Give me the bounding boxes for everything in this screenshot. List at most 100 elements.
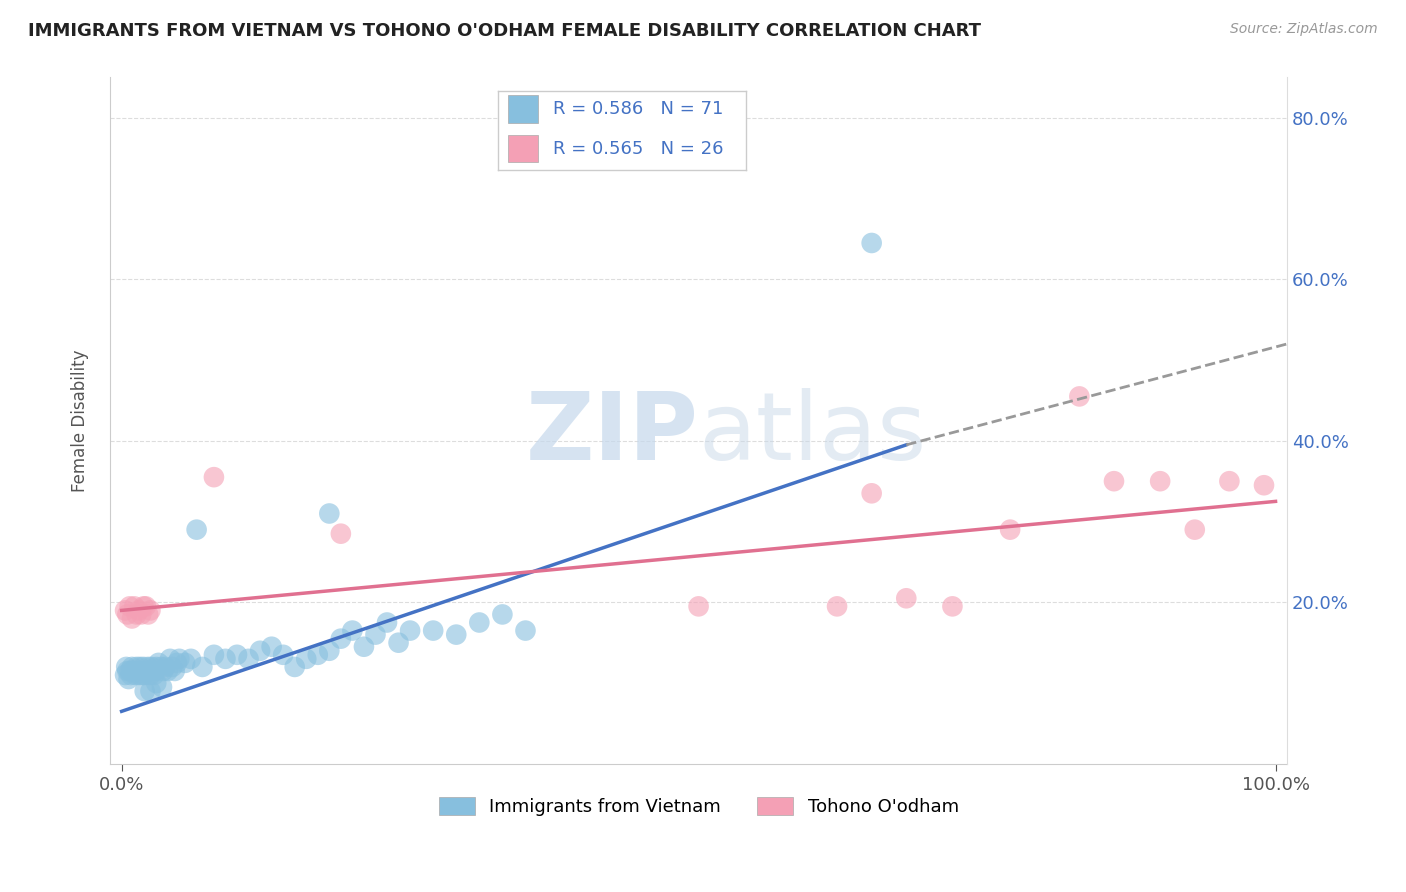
Point (162, 660, 184, 674)
Point (318, 644, 340, 658)
Point (135, 599, 157, 614)
Point (468, 615, 491, 630)
Point (191, 660, 214, 674)
Point (825, 599, 848, 614)
Point (150, 680, 173, 694)
Point (159, 652, 181, 666)
Point (134, 684, 156, 698)
Point (226, 648, 249, 662)
Point (117, 672, 139, 686)
Point (163, 664, 186, 678)
Point (124, 668, 146, 682)
Point (121, 660, 143, 674)
Point (387, 636, 409, 650)
Point (375, 615, 398, 630)
Point (1069, 389, 1091, 403)
Point (998, 523, 1021, 537)
Point (307, 648, 329, 662)
Point (174, 656, 197, 670)
Point (138, 664, 160, 678)
Text: IMMIGRANTS FROM VIETNAM VS TOHONO O'ODHAM FEMALE DISABILITY CORRELATION CHART: IMMIGRANTS FROM VIETNAM VS TOHONO O'ODHA… (28, 22, 981, 40)
Point (139, 684, 162, 698)
Point (115, 660, 138, 674)
Point (688, 599, 710, 614)
Point (143, 664, 166, 678)
Text: ZIP: ZIP (526, 388, 699, 481)
Y-axis label: Female Disability: Female Disability (72, 350, 89, 491)
Point (129, 664, 152, 678)
Point (1218, 474, 1240, 488)
Point (145, 676, 167, 690)
Point (156, 664, 179, 678)
Point (114, 603, 136, 617)
Point (142, 664, 165, 678)
Point (135, 664, 157, 678)
Point (295, 652, 318, 666)
Point (249, 644, 271, 658)
Point (238, 652, 260, 666)
Point (364, 627, 387, 641)
Point (134, 668, 156, 682)
Point (118, 599, 141, 614)
Point (271, 648, 294, 662)
Point (422, 624, 444, 638)
Point (329, 632, 352, 646)
Point (142, 668, 165, 682)
Point (342, 624, 364, 638)
Point (114, 668, 136, 682)
Point (139, 668, 162, 682)
Point (202, 470, 225, 484)
Point (214, 652, 236, 666)
Point (120, 668, 142, 682)
Point (1102, 474, 1125, 488)
Point (1253, 478, 1275, 492)
Point (121, 611, 143, 625)
Point (139, 603, 162, 617)
Point (446, 627, 468, 641)
Point (148, 656, 170, 670)
Point (128, 603, 150, 617)
Point (125, 607, 148, 622)
Legend: Immigrants from Vietnam, Tohono O'odham: Immigrants from Vietnam, Tohono O'odham (432, 789, 966, 823)
Point (127, 664, 149, 678)
Point (941, 599, 963, 614)
Point (122, 664, 145, 678)
Point (186, 523, 208, 537)
Point (155, 660, 177, 674)
Point (128, 668, 150, 682)
Point (117, 607, 139, 622)
Point (141, 660, 163, 674)
Point (860, 235, 883, 250)
Point (329, 526, 352, 541)
Point (131, 668, 153, 682)
Point (318, 507, 340, 521)
Point (1149, 474, 1171, 488)
Point (136, 607, 159, 622)
Point (260, 640, 283, 654)
Point (284, 660, 307, 674)
Point (129, 607, 152, 622)
Point (896, 591, 918, 606)
Point (149, 660, 172, 674)
Point (353, 640, 375, 654)
Point (169, 652, 191, 666)
Point (124, 664, 146, 678)
Point (1184, 523, 1206, 537)
Point (166, 656, 188, 670)
Point (860, 486, 883, 500)
Point (180, 652, 202, 666)
Point (136, 664, 159, 678)
Text: atlas: atlas (699, 388, 927, 481)
Point (129, 660, 152, 674)
Point (515, 624, 537, 638)
Point (145, 660, 167, 674)
Point (117, 664, 139, 678)
Point (152, 664, 174, 678)
Point (136, 660, 159, 674)
Point (491, 607, 513, 622)
Point (124, 599, 146, 614)
Point (125, 660, 148, 674)
Text: Source: ZipAtlas.com: Source: ZipAtlas.com (1230, 22, 1378, 37)
Point (202, 648, 225, 662)
Point (399, 624, 422, 638)
